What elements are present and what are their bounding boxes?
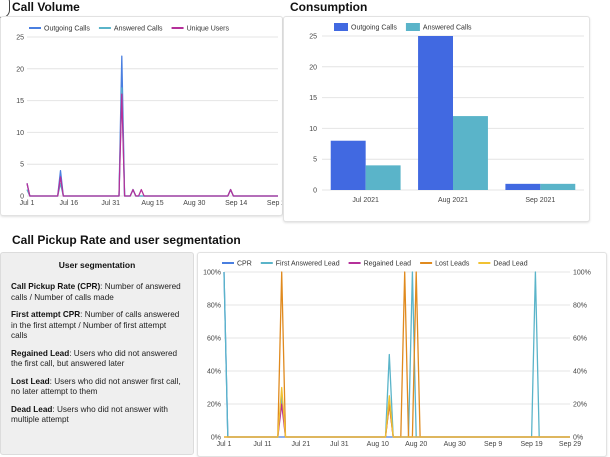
segmentation-desc: : Users who did not answer first call, n… [11,376,181,397]
segmentation-desc: : Number of answered calls / Number of c… [11,282,181,302]
y-tick-label: 100% [203,270,221,277]
x-tick-label: Aug 10 [367,441,389,448]
x-tick-label: Jul 31 [101,200,120,207]
segmentation-term: Dead Lead [11,404,53,414]
x-tick-label: Sep 29 [267,200,282,207]
consumption-title: Consumption [290,0,368,14]
x-tick-label: Aug 15 [141,200,163,207]
legend-label-regained-lead: Regained Lead [364,261,412,268]
bar-answered-calls [540,183,576,190]
series-line-first-answered-lead [223,271,570,438]
y-tick-label: 60% [207,336,221,343]
y-tick-label: 25 [16,35,24,42]
x-tick-label: Sep 2021 [525,197,555,204]
y-tick-label: 15 [309,95,317,102]
legend-label-dead-lead: Dead Lead [493,261,527,268]
pickup-rate-svg: 0% 0% 20% 20% 40% 40% 60% 60% 80% 80% 100% 100% Jul … [203,261,591,449]
segmentation-panel: User segmentation Call Pickup Rate (CPR)… [0,252,194,455]
y-tick-label-right: 20% [573,402,587,409]
segmentation-title: User segmentation [58,260,136,270]
legend-swatch-outgoing-calls [334,23,348,31]
bar-outgoing-calls [418,36,453,190]
y-tick-label: 0 [20,194,24,201]
call-volume-svg: 0 5 10 15 20 25 Jul 1 Jul 16 Jul 31 Aug 15 Aug 30 S… [16,26,282,208]
bar-outgoing-calls [330,140,366,190]
y-tick-label: 0% [211,435,221,442]
y-tick-label: 0 [313,188,317,195]
x-tick-label: Sep 29 [559,441,581,448]
legend-swatch-answered-calls [405,23,420,31]
series-line-regained-lead [224,403,570,438]
x-tick-label: Aug 30 [444,441,466,448]
y-tick-label: 5 [313,157,317,164]
y-tick-label: 80% [207,303,221,310]
pickup-title: Call Pickup Rate and user segmentation [12,233,241,247]
segmentation-item-lost: Lost Lead: Users who did not answer firs… [11,377,183,398]
x-tick-label: Jul 1 [20,200,35,207]
series-line-unique-users [26,93,278,197]
series-line-dead-lead [224,386,570,438]
x-tick-label: Jul 31 [330,441,349,448]
y-tick-label: 15 [16,98,24,105]
x-tick-label: Sep 19 [520,441,542,448]
y-tick-label-right: 0% [573,435,583,442]
series-line-lost-leads [224,271,570,438]
x-tick-label: Sep 9 [484,441,502,448]
segmentation-term: Call Pickup Rate (CPR) [11,282,101,291]
y-tick-label: 10 [309,126,317,133]
call-volume-title: Call Volume [12,0,80,14]
y-tick-label: 10 [16,130,24,137]
segmentation-term: Regained Lead [11,348,70,358]
y-tick-label-right: 40% [573,369,587,376]
legend-label-lost-leads: Lost Leads [435,261,470,268]
y-tick-label: 5 [20,162,24,169]
y-tick-label: 40% [207,369,221,376]
consumption-svg: 0 5 10 15 20 25 Jul 2021 Aug 2021 Sep 2021 Outgoi… [309,23,584,204]
legend-label-answered-calls: Answered Calls [423,25,472,32]
consumption-chart: 0 5 10 15 20 25 Jul 2021 Aug 2021 Sep 2021 Outgoi… [283,16,590,222]
y-tick-label: 20% [207,402,221,409]
bar-answered-calls [365,165,401,190]
legend-label-first-answered-lead: First Answered Lead [276,261,340,268]
y-tick-label: 20 [309,64,317,71]
segmentation-item-cpr: Call Pickup Rate (CPR): Number of answer… [11,282,183,303]
x-tick-label: Aug 2021 [438,197,468,204]
y-tick-label-right: 100% [573,270,591,277]
segmentation-item-first-attempt: First attempt CPR: Number of calls answe… [11,310,183,342]
x-tick-label: Aug 20 [405,441,427,448]
legend-label-unique-users: Unique Users [187,26,230,33]
x-tick-label: Jul 2021 [352,197,379,204]
segmentation-term: First attempt CPR [11,310,81,319]
y-tick-label-right: 80% [573,303,587,310]
x-tick-label: Jul 21 [292,441,311,448]
y-tick-label: 20 [16,66,24,73]
y-tick-label: 25 [309,34,317,41]
segmentation-desc: : Users who did not answered the first c… [11,348,178,369]
x-tick-label: Jul 11 [253,441,271,448]
bar-outgoing-calls [505,183,541,190]
segmentation-item-regained: Regained Lead: Users who did not answere… [11,349,183,370]
legend-label-outgoing-calls: Outgoing Calls [351,25,397,32]
x-tick-label: Jul 1 [217,441,232,448]
pickup-rate-chart: 0% 0% 20% 20% 40% 40% 60% 60% 80% 80% 100% 100% Jul … [197,252,607,457]
legend-label-outgoing-calls: Outgoing Calls [44,26,90,33]
segmentation-desc: : Number of calls answered in the first … [11,310,180,340]
call-volume-chart: 0 5 10 15 20 25 Jul 1 Jul 16 Jul 31 Aug 15 Aug 30 S… [0,16,283,216]
x-tick-label: Sep 14 [225,200,247,207]
legend-label-cpr: CPR [237,261,252,268]
bar-answered-calls [453,116,488,190]
series-line-outgoing-calls [26,55,278,197]
x-tick-label: Jul 16 [59,200,78,207]
segmentation-item-dead: Dead Lead: Users who did not answer with… [11,405,183,426]
x-tick-label: Aug 30 [183,200,205,207]
legend-label-answered-calls: Answered Calls [114,26,163,33]
segmentation-term: Lost Lead [11,376,50,386]
series-line-answered-calls [26,87,278,197]
segmentation-desc: : Users who did not answer with multiple… [11,404,168,425]
series-line-cpr [223,271,570,438]
y-tick-label-right: 60% [573,336,587,343]
